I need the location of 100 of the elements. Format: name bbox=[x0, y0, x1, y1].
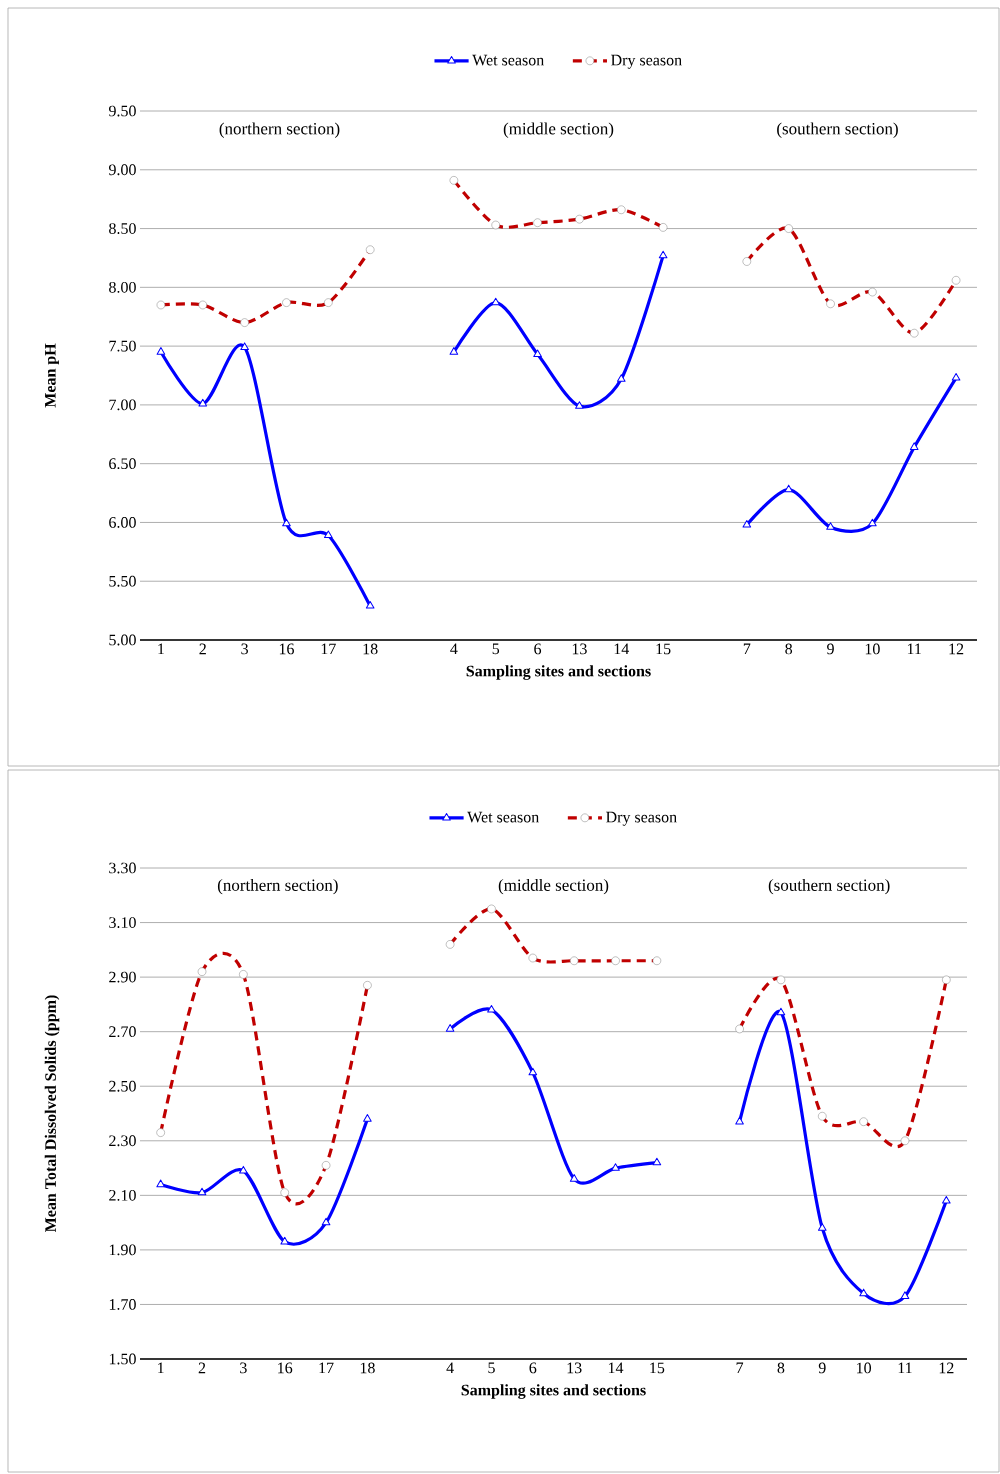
x-tick-label: 14 bbox=[614, 643, 630, 655]
point bbox=[900, 1291, 910, 1299]
point bbox=[282, 518, 291, 527]
x-axis-title: Sampling sites and sections bbox=[461, 1384, 646, 1399]
x-tick-label: 6 bbox=[529, 1362, 537, 1374]
legend-label: Wet season bbox=[467, 811, 539, 823]
point bbox=[658, 250, 668, 259]
point bbox=[652, 1157, 662, 1166]
y-axis-title: Mean Total Dissolved Solids (ppm) bbox=[44, 995, 60, 1233]
x-tick-label: 13 bbox=[572, 643, 587, 655]
x-tick-label: 16 bbox=[279, 643, 294, 655]
point bbox=[365, 601, 375, 609]
x-tick-label: 8 bbox=[785, 643, 793, 655]
x-tick-label: 9 bbox=[827, 643, 834, 655]
y-tick-label: 6.50 bbox=[109, 458, 136, 470]
x-tick-label: 3 bbox=[240, 1362, 247, 1374]
x-tick-label: 18 bbox=[363, 643, 378, 655]
x-tick-label: 10 bbox=[857, 1362, 872, 1374]
point bbox=[156, 1179, 165, 1188]
x-tick-label: 2 bbox=[198, 1362, 206, 1374]
x-tick-label: 17 bbox=[319, 1362, 334, 1374]
point bbox=[868, 518, 877, 527]
x-tick-label: 18 bbox=[360, 1362, 375, 1374]
point bbox=[611, 1163, 620, 1171]
point bbox=[156, 347, 166, 355]
x-tick-label: 5 bbox=[492, 643, 500, 655]
y-tick-label: 3.30 bbox=[109, 862, 136, 874]
x-tick-label: 6 bbox=[534, 643, 542, 655]
point bbox=[942, 1195, 951, 1204]
legend-label: Dry season bbox=[611, 54, 682, 69]
x-tick-label: 15 bbox=[656, 643, 671, 655]
y-tick-label: 5.00 bbox=[109, 634, 136, 646]
point bbox=[776, 1007, 786, 1016]
x-tick-label: 14 bbox=[608, 1362, 624, 1374]
x-tick-label: 3 bbox=[241, 643, 248, 655]
annotation: (middle section) bbox=[498, 878, 609, 895]
point bbox=[909, 442, 919, 450]
point bbox=[363, 1114, 372, 1122]
x-tick-label: 7 bbox=[743, 643, 751, 655]
x-tick-label: 4 bbox=[450, 643, 458, 655]
y-tick-label: 2.70 bbox=[109, 1026, 136, 1038]
legend-label: Wet season bbox=[472, 54, 544, 66]
point bbox=[616, 374, 626, 382]
point bbox=[742, 519, 752, 528]
annotation: (southern section) bbox=[768, 878, 890, 895]
x-tick-label: 12 bbox=[939, 1362, 954, 1374]
x-tick-label: 15 bbox=[650, 1362, 665, 1374]
x-tick-label: 5 bbox=[488, 1362, 495, 1374]
x-tick-label: 9 bbox=[818, 1362, 826, 1374]
y-tick-label: 3.10 bbox=[109, 917, 136, 928]
point bbox=[826, 522, 835, 530]
point bbox=[569, 1174, 579, 1182]
point bbox=[324, 530, 333, 539]
point bbox=[491, 297, 501, 306]
annotation: (middle section) bbox=[503, 122, 614, 138]
x-tick-label: 11 bbox=[907, 643, 921, 655]
point bbox=[240, 342, 249, 350]
annotation: (southern section) bbox=[777, 122, 898, 138]
legend-label: Dry season bbox=[606, 811, 677, 826]
point bbox=[575, 401, 584, 409]
y-tick-label: 1.70 bbox=[109, 1299, 136, 1310]
x-tick-label: 11 bbox=[898, 1362, 912, 1374]
point bbox=[533, 349, 542, 358]
point bbox=[239, 1165, 248, 1174]
point bbox=[198, 398, 208, 407]
y-axis-title: Mean pH bbox=[45, 343, 59, 408]
point bbox=[280, 1236, 290, 1245]
x-tick-label: 7 bbox=[736, 1362, 744, 1374]
y-tick-label: 6.00 bbox=[109, 517, 136, 528]
x-tick-label: 16 bbox=[278, 1362, 293, 1374]
point bbox=[449, 347, 459, 355]
x-tick-label: 12 bbox=[949, 643, 964, 655]
point bbox=[951, 372, 961, 381]
x-tick-label: 10 bbox=[865, 643, 880, 655]
y-tick-label: 2.90 bbox=[109, 971, 136, 983]
x-tick-label: 4 bbox=[446, 1362, 454, 1374]
y-tick-label: 7.50 bbox=[109, 340, 136, 352]
y-tick-label: 9.50 bbox=[108, 105, 136, 117]
y-tick-label: 2.30 bbox=[109, 1135, 136, 1147]
point bbox=[784, 484, 793, 493]
y-tick-label: 8.00 bbox=[109, 281, 136, 293]
annotation: (northern section) bbox=[217, 878, 338, 895]
point bbox=[445, 1024, 455, 1032]
point bbox=[321, 1217, 331, 1226]
y-tick-label: 1.50 bbox=[109, 1353, 136, 1365]
point bbox=[817, 1223, 827, 1231]
point bbox=[487, 1004, 496, 1013]
point bbox=[528, 1067, 538, 1076]
x-tick-label: 8 bbox=[777, 1362, 785, 1374]
x-axis-title: Sampling sites and sections bbox=[466, 665, 651, 680]
point bbox=[859, 1288, 868, 1297]
y-tick-label: 8.50 bbox=[109, 223, 136, 234]
y-tick-label: 5.50 bbox=[109, 575, 136, 587]
annotation: (northern section) bbox=[219, 122, 340, 138]
x-tick-label: 13 bbox=[567, 1362, 582, 1374]
x-tick-label: 1 bbox=[158, 1362, 164, 1374]
y-tick-label: 7.00 bbox=[109, 399, 136, 411]
point bbox=[735, 1116, 744, 1125]
x-tick-label: 2 bbox=[199, 643, 206, 655]
point bbox=[197, 1187, 207, 1196]
